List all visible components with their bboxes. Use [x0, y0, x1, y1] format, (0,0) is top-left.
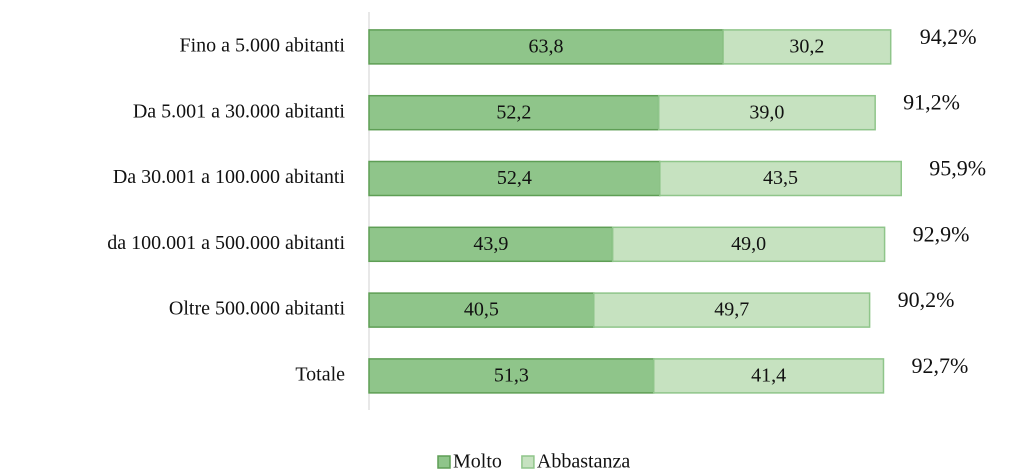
legend-swatch	[437, 455, 451, 469]
y-tick-label: Fino a 5.000 abitanti	[179, 34, 345, 56]
value-label: 43,5	[763, 167, 798, 189]
value-label: 39,0	[749, 101, 784, 123]
bar-segment	[611, 226, 886, 263]
y-tick-label: Da 5.001 a 30.000 abitanti	[133, 100, 346, 122]
bar-segment	[657, 94, 876, 131]
y-tick-label: Da 30.001 a 100.000 abitanti	[113, 166, 346, 188]
legend-label: Molto	[453, 451, 502, 473]
y-tick-label: da 100.001 a 500.000 abitanti	[107, 232, 345, 254]
bar-segment	[593, 292, 871, 328]
value-label: 43,9	[473, 233, 508, 255]
value-label: 52,4	[497, 167, 532, 189]
bar-segment	[368, 292, 595, 328]
total-label: 94,2%	[920, 24, 977, 49]
total-label: 92,7%	[911, 353, 968, 378]
total-label: 90,2%	[898, 287, 955, 312]
value-label: 51,3	[494, 364, 529, 386]
bar-segment	[652, 358, 885, 394]
y-tick-label: Oltre 500.000 abitanti	[169, 298, 346, 320]
value-label: 63,8	[529, 35, 564, 57]
total-label: 92,9%	[913, 221, 970, 246]
value-label: 40,5	[464, 299, 499, 321]
bar-segment	[368, 94, 660, 131]
total-label: 95,9%	[929, 156, 986, 181]
bar-segment	[659, 160, 902, 197]
legend-swatch	[521, 455, 535, 469]
value-label: 49,0	[731, 233, 766, 255]
value-label: 30,2	[789, 35, 824, 57]
value-label: 49,7	[714, 299, 749, 321]
bar-segment	[722, 29, 892, 65]
legend-label: Abbastanza	[537, 451, 630, 473]
y-tick-label: Totale	[295, 363, 345, 385]
total-label: 91,2%	[903, 90, 960, 115]
value-label: 52,2	[496, 101, 531, 123]
value-label: 41,4	[751, 364, 786, 386]
bar-segment	[368, 358, 655, 394]
